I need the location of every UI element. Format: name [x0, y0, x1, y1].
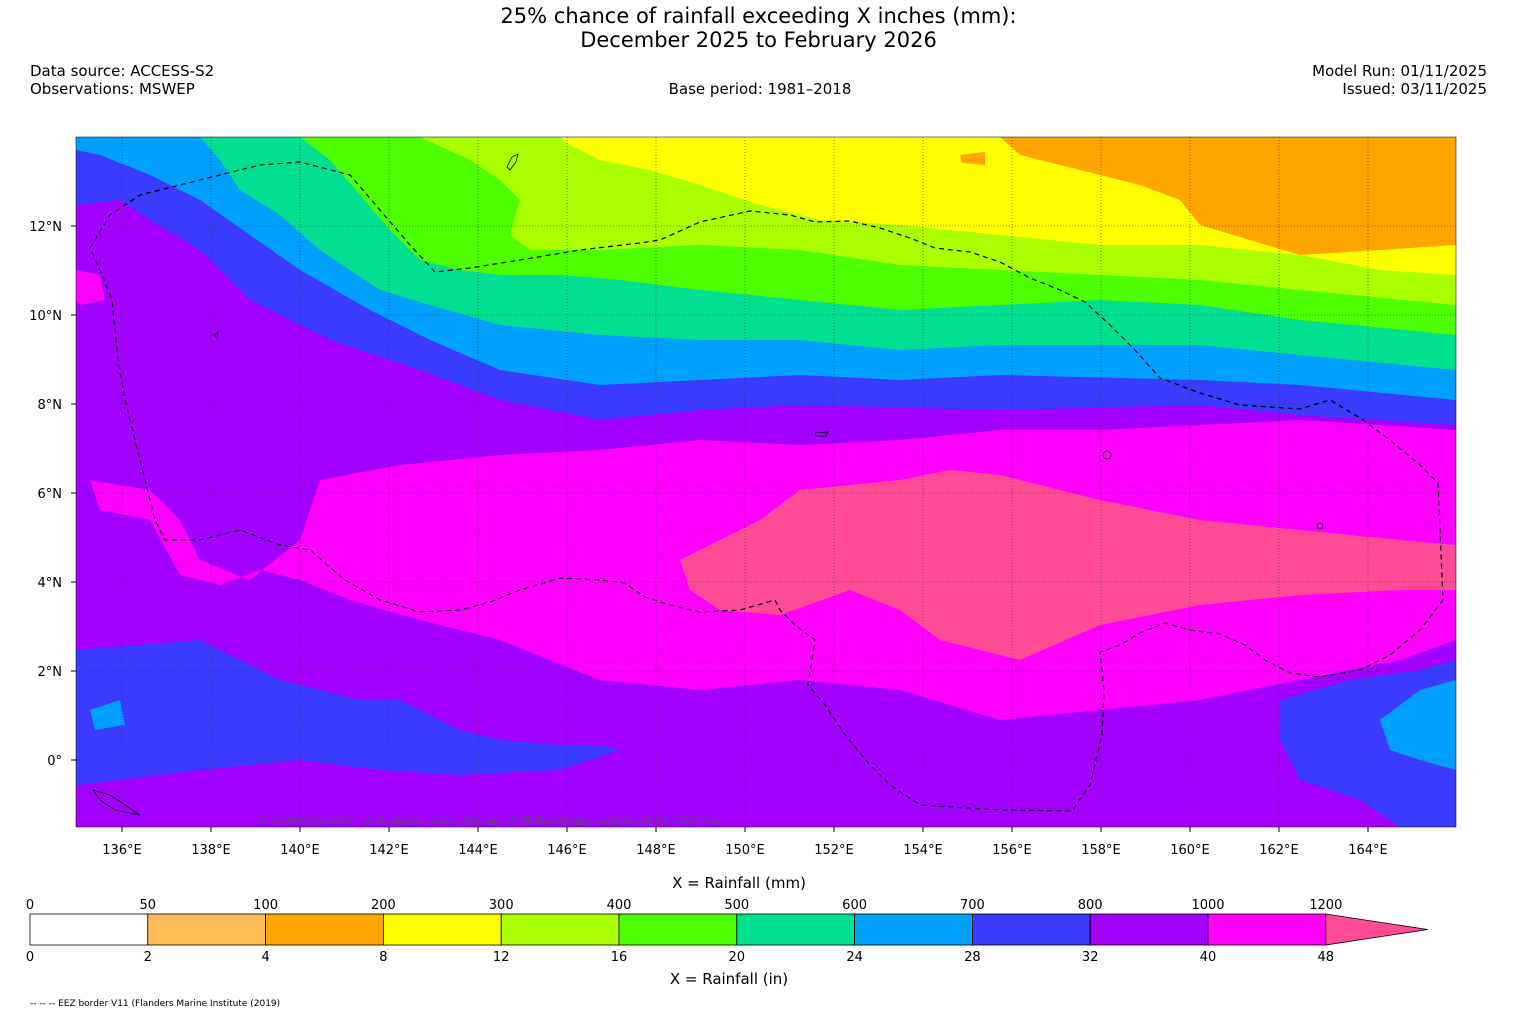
colorbar-title-mm: X = Rainfall (mm): [672, 874, 806, 892]
colorbar-mm-tick: 100: [253, 898, 278, 913]
lon-label: 144°E: [458, 843, 498, 858]
colorbar-in-tick: 40: [1200, 950, 1217, 965]
colorbar-segment: [265, 913, 384, 946]
colorbar-mm-tick: 800: [1078, 898, 1103, 913]
colorbar-segment: [1207, 913, 1327, 946]
colorbar-mm-tick: 300: [489, 898, 514, 913]
colorbar-in-tick: 20: [729, 950, 746, 965]
colorbar-segment: [618, 913, 738, 946]
map-title-line1: 25% chance of rainfall exceeding X inche…: [500, 4, 1017, 28]
colorbar-in-tick: 24: [846, 950, 863, 965]
colorbar-in-tick: 28: [964, 950, 981, 965]
colorbar-mm-tick: 200: [371, 898, 396, 913]
lat-label: 2°N: [38, 665, 63, 680]
colorbar-in-tick: 2: [144, 950, 152, 965]
colorbar-in-tick: 32: [1082, 950, 1099, 965]
lat-label: 4°N: [38, 576, 63, 591]
islands: [92, 153, 1324, 816]
colorbar-in-tick: 48: [1318, 950, 1335, 965]
band-blue-south: [76, 640, 620, 785]
lat-label: 10°N: [29, 309, 62, 324]
map-grid: [76, 137, 1456, 827]
colorbar-in-tick: 8: [379, 950, 387, 965]
lon-label: 160°E: [1170, 843, 1210, 858]
lon-label: 140°E: [280, 843, 320, 858]
data-source: Data source: ACCESS-S2: [30, 62, 215, 80]
colorbar-segment: [972, 913, 1091, 946]
lon-label: 146°E: [547, 843, 587, 858]
colorbar-in-tick: 16: [611, 950, 628, 965]
colorbar-in-tick: 0: [26, 950, 34, 965]
lon-label: 156°E: [992, 843, 1032, 858]
footnote: -- -- -- EEZ border V11 (Flanders Marine…: [30, 999, 280, 1009]
band-orange: [1000, 137, 1456, 255]
colorbar-mm-tick: 1200: [1309, 898, 1342, 913]
lon-label: 136°E: [102, 843, 142, 858]
colorbar-mm-tick: 600: [842, 898, 867, 913]
lat-label: 0°: [47, 754, 62, 769]
lon-label: 158°E: [1081, 843, 1121, 858]
eez-border: [89, 161, 1444, 812]
colorbar-mm-tick: 0: [26, 898, 34, 913]
colorbar-mm-tick: 50: [140, 898, 157, 913]
lon-label: 164°E: [1348, 843, 1388, 858]
lon-label: 142°E: [369, 843, 409, 858]
band-pink: [680, 470, 1456, 660]
colorbar-mm-tick: 500: [724, 898, 749, 913]
colorbar-segment: [736, 913, 855, 946]
colorbar-in-tick: 4: [261, 950, 269, 965]
lat-label: 12°N: [29, 220, 62, 235]
colorbar-mm-tick: 400: [607, 898, 632, 913]
colorbar-title-in: X = Rainfall (in): [670, 970, 788, 988]
lon-label: 138°E: [191, 843, 231, 858]
colorbar-segment: [29, 913, 149, 946]
lon-label: 162°E: [1259, 843, 1299, 858]
lat-label: 6°N: [38, 487, 63, 502]
lon-label: 152°E: [814, 843, 854, 858]
colorbar-mm-tick: 700: [960, 898, 985, 913]
colorbar-mm-tick: 1000: [1191, 898, 1224, 913]
copyright-text: © Commonwealth of Australia 2025, Bureau…: [258, 813, 721, 826]
model-run: Model Run: 01/11/2025: [1312, 62, 1487, 80]
colorbar-segment: [147, 913, 267, 946]
base-period: Base period: 1981–2018: [668, 80, 852, 98]
lon-label: 150°E: [725, 843, 765, 858]
observations: Observations: MSWEP: [30, 80, 195, 98]
colorbar-segment: [1325, 913, 1428, 946]
lon-label: 148°E: [636, 843, 676, 858]
map-frame: [75, 136, 1457, 828]
lat-label: 8°N: [38, 398, 63, 413]
rainfall-bands: [76, 137, 1456, 827]
map-title-line2: December 2025 to February 2026: [580, 28, 937, 52]
colorbar-segment: [500, 913, 620, 946]
colorbar-segment: [1089, 913, 1209, 946]
lon-label: 154°E: [903, 843, 943, 858]
colorbar-in-tick: 12: [493, 950, 510, 965]
colorbar-segment: [382, 913, 502, 946]
colorbar-segment: [854, 913, 973, 946]
issued-date: Issued: 03/11/2025: [1342, 80, 1487, 98]
